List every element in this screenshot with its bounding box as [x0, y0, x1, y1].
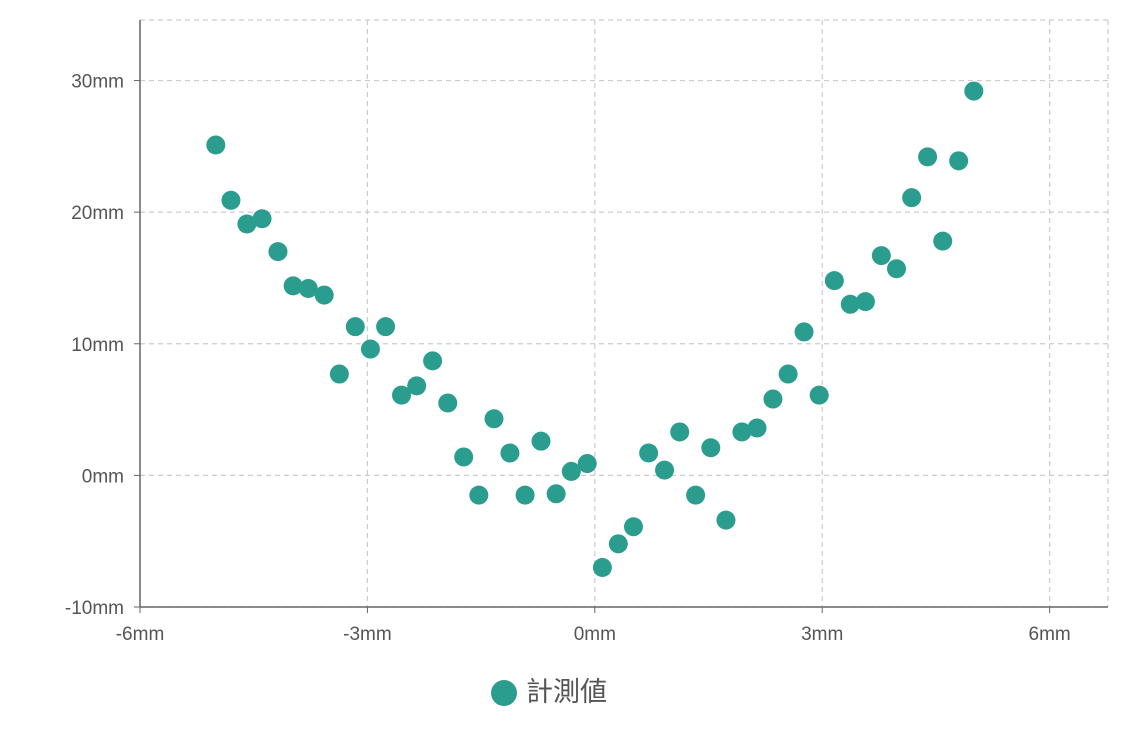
point	[561, 461, 581, 481]
point	[840, 294, 860, 314]
x-tick-label: 3mm	[801, 624, 843, 645]
point	[855, 292, 875, 312]
point	[454, 447, 474, 467]
point	[918, 147, 938, 167]
x-tick-label: -6mm	[116, 624, 165, 645]
point	[747, 418, 767, 438]
point	[531, 431, 551, 451]
y-tick-label: 0mm	[82, 466, 124, 487]
x-tick-label: 0mm	[574, 624, 616, 645]
point	[283, 276, 303, 296]
point	[329, 364, 349, 384]
point	[345, 317, 365, 337]
point	[732, 422, 752, 442]
legend-marker	[491, 680, 517, 706]
point	[423, 351, 443, 371]
x-tick-label: 6mm	[1029, 624, 1071, 645]
point	[392, 385, 412, 405]
point	[701, 438, 721, 458]
point	[376, 317, 396, 337]
point	[298, 278, 318, 298]
point	[902, 188, 922, 208]
point	[933, 231, 953, 251]
point	[237, 214, 257, 234]
point	[546, 484, 566, 504]
point	[670, 422, 690, 442]
y-tick-label: 30mm	[71, 72, 124, 93]
point	[949, 151, 969, 171]
point	[608, 534, 628, 554]
point	[360, 339, 380, 359]
point	[716, 510, 736, 530]
point	[268, 242, 288, 262]
point	[686, 485, 706, 505]
y-tick-label: 10mm	[71, 335, 124, 356]
point	[577, 454, 597, 474]
point	[778, 364, 798, 384]
x-tick-label: -3mm	[343, 624, 392, 645]
point	[515, 485, 535, 505]
point	[314, 285, 334, 305]
point	[809, 385, 829, 405]
point	[794, 322, 814, 342]
point	[252, 209, 272, 229]
point	[639, 443, 659, 463]
point	[592, 558, 612, 578]
point	[824, 271, 844, 291]
point	[221, 190, 241, 210]
point	[964, 81, 984, 101]
point	[438, 393, 458, 413]
point	[871, 246, 891, 266]
point	[763, 389, 783, 409]
y-tick-label: 20mm	[71, 203, 124, 224]
point	[500, 443, 520, 463]
point	[469, 485, 489, 505]
point	[407, 376, 427, 396]
point	[206, 135, 226, 155]
y-tick-label: -10mm	[65, 598, 124, 619]
legend-label: 計測値	[526, 677, 607, 707]
point	[887, 259, 907, 279]
point	[484, 409, 504, 429]
point	[655, 460, 675, 480]
point	[623, 517, 643, 537]
